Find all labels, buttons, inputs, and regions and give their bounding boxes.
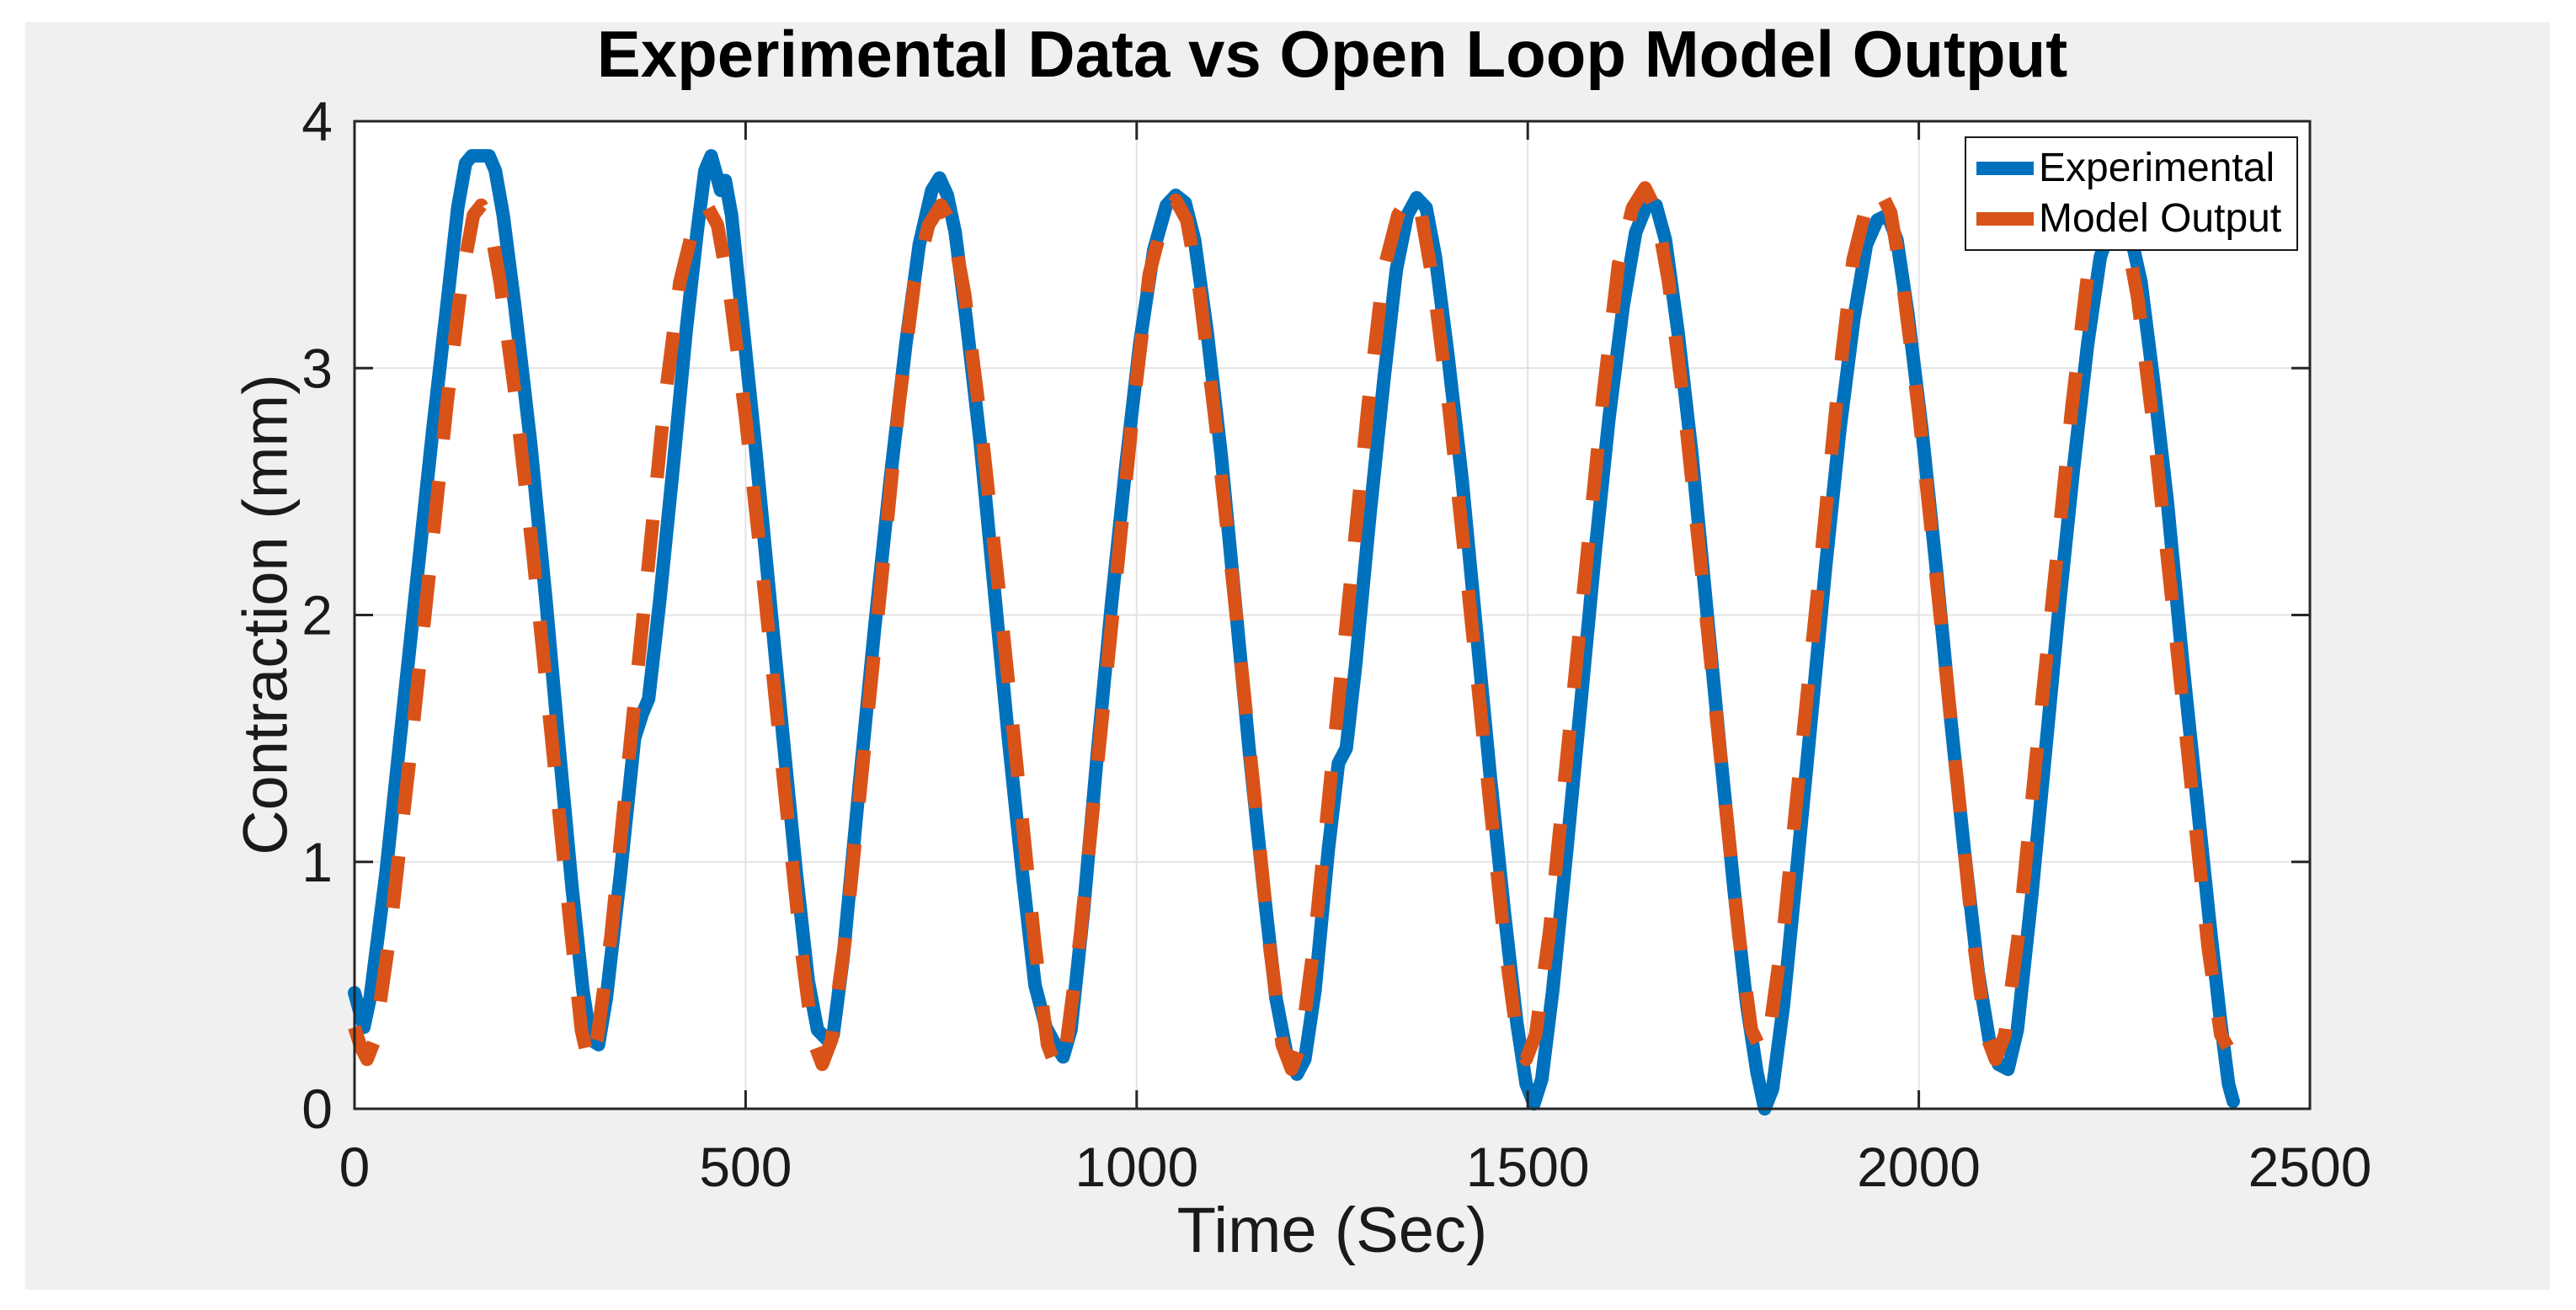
legend-swatch-model-output-line <box>1976 212 2034 226</box>
chart-title: Experimental Data vs Open Loop Model Out… <box>596 17 2068 91</box>
legend-label-model-output: Model Output <box>2039 196 2282 241</box>
legend: Experimental Model Output <box>1965 136 2298 251</box>
legend-label-experimental: Experimental <box>2039 146 2275 190</box>
x-tick-label: 500 <box>699 1136 792 1198</box>
y-tick-label: 1 <box>301 831 333 893</box>
axes-box <box>353 120 2312 1110</box>
series-model-output <box>348 181 2234 1077</box>
x-tick-label: 0 <box>339 1136 371 1198</box>
x-tick-label: 1500 <box>1466 1136 1590 1198</box>
y-tick-label: 0 <box>301 1078 333 1140</box>
legend-entry-model-output: Model Output <box>1966 195 2296 242</box>
y-tick-label: 3 <box>301 337 333 399</box>
legend-entry-experimental: Experimental <box>1966 145 2296 192</box>
y-axis-label: Contraction (mm) <box>230 374 301 855</box>
x-tick-label: 2000 <box>1857 1136 1981 1198</box>
x-tick-label: 1000 <box>1075 1136 1198 1198</box>
y-tick-label: 4 <box>301 90 333 152</box>
legend-swatch-experimental-line <box>1976 162 2034 175</box>
x-axis-label: Time (Sec) <box>1176 1195 1488 1266</box>
x-tick-label: 2500 <box>2248 1136 2372 1198</box>
y-tick-label: 2 <box>301 584 333 647</box>
